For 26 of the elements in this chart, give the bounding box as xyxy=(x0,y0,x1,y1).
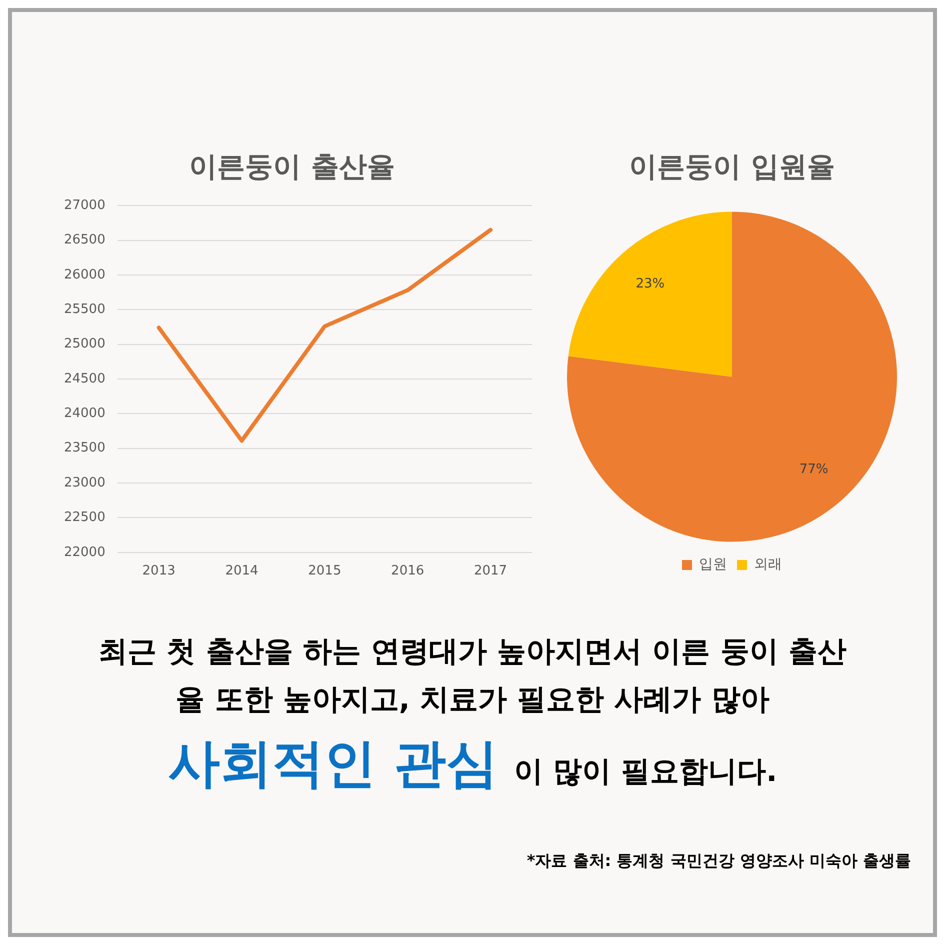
y-tick-label: 22000 xyxy=(64,544,106,560)
chart-title: 이른둥이 입원율 xyxy=(629,150,835,184)
y-tick-label: 26500 xyxy=(64,232,106,248)
text: 이 많이 필요합니다. xyxy=(514,754,778,788)
data-label: 77% xyxy=(799,462,828,477)
y-tick-label: 23500 xyxy=(64,440,106,456)
y-tick-label: 25500 xyxy=(64,302,106,318)
y-tick-label: 24000 xyxy=(64,406,106,422)
y-tick-label: 23000 xyxy=(64,475,106,490)
x-tick-label: 2013 xyxy=(142,564,176,579)
legend-label: 입원 xyxy=(699,556,727,573)
x-tick-label: 2015 xyxy=(308,564,342,579)
y-tick-label: 24500 xyxy=(64,371,106,386)
text: *자료 출처: 통계청 국민건강 영양조사 미숙아 출생률 xyxy=(526,851,912,872)
y-tick-label: 26000 xyxy=(64,267,106,282)
text: 최근 첫 출산을 하는 연령대가 높아지면서 이른 둥이 출산율 또한 높아지고, 치료가 필요한 사례가 많아 xyxy=(98,633,848,718)
x-tick-label: 2014 xyxy=(225,564,258,579)
text: 사회적인 관심 xyxy=(168,734,498,794)
x-tick-label: 2016 xyxy=(391,564,424,579)
y-tick-label: 25000 xyxy=(64,336,106,352)
data-label: 23% xyxy=(636,276,665,292)
x-tick-label: 2017 xyxy=(474,564,508,579)
legend-label: 외래 xyxy=(754,556,782,573)
chart-title: 이른둥이 출산율 xyxy=(189,150,395,184)
y-tick-label: 22500 xyxy=(64,510,106,526)
y-tick-label: 27000 xyxy=(64,198,106,213)
